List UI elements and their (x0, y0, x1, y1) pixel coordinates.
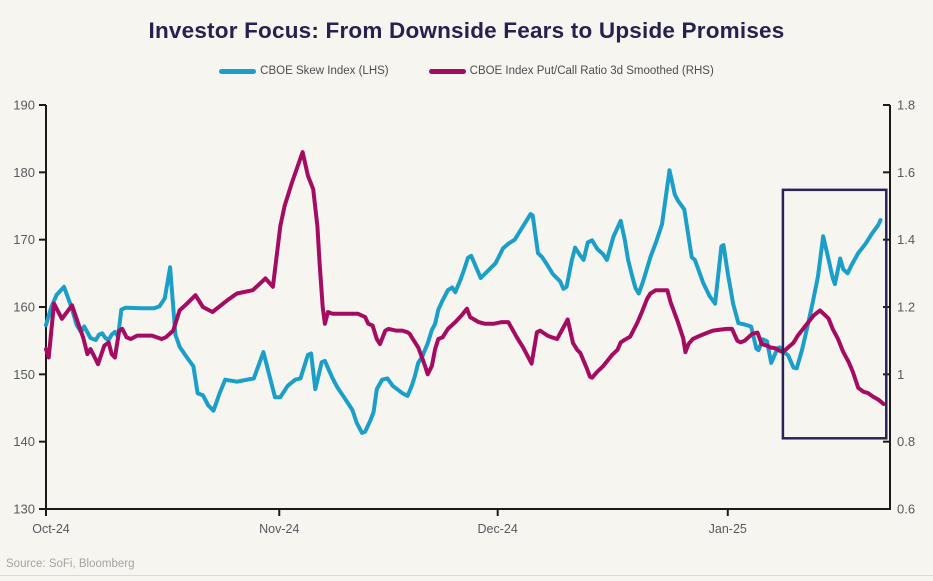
chart-title: Investor Focus: From Downside Fears to U… (148, 18, 785, 43)
lhs-tick-label: 170 (13, 232, 35, 247)
x-tick-label: Nov-24 (259, 522, 299, 536)
legend-item-putcall: CBOE Index Put/Call Ratio 3d Smoothed (R… (428, 65, 714, 77)
legend-label-skew: CBOE Skew Index (LHS) (260, 65, 389, 77)
rhs-tick-label: 1 (897, 367, 904, 382)
rhs-tick-label: 1.2 (897, 300, 915, 315)
lhs-tick-label: 160 (13, 300, 35, 315)
lhs-tick-label: 190 (13, 98, 35, 113)
lhs-tick-label: 130 (13, 502, 35, 517)
putcall-line-swatch (428, 68, 466, 74)
legend: CBOE Skew Index (LHS) CBOE Index Put/Cal… (0, 65, 933, 77)
lhs-tick-label: 140 (13, 434, 35, 449)
x-tick-label: Jan-25 (709, 522, 747, 536)
x-tick-label: Oct-24 (32, 522, 70, 536)
legend-label-putcall: CBOE Index Put/Call Ratio 3d Smoothed (R… (469, 65, 714, 77)
skew-line-swatch (219, 68, 257, 74)
bottom-divider (0, 575, 933, 576)
rhs-tick-label: 1.8 (897, 98, 915, 113)
x-tick-label: Dec-24 (478, 522, 518, 536)
legend-item-skew: CBOE Skew Index (LHS) (219, 65, 389, 77)
rhs-tick-label: 0.6 (897, 502, 915, 517)
highlight-box (781, 188, 888, 440)
skew-index-line (44, 168, 883, 435)
rhs-tick-label: 0.8 (897, 434, 915, 449)
put-call-ratio-line (44, 150, 886, 406)
lhs-tick-label: 150 (13, 367, 35, 382)
rhs-tick-label: 1.6 (897, 165, 915, 180)
rhs-tick-label: 1.4 (897, 232, 915, 247)
source-note: Source: SoFi, Bloomberg (6, 558, 135, 570)
lhs-tick-label: 180 (13, 165, 35, 180)
